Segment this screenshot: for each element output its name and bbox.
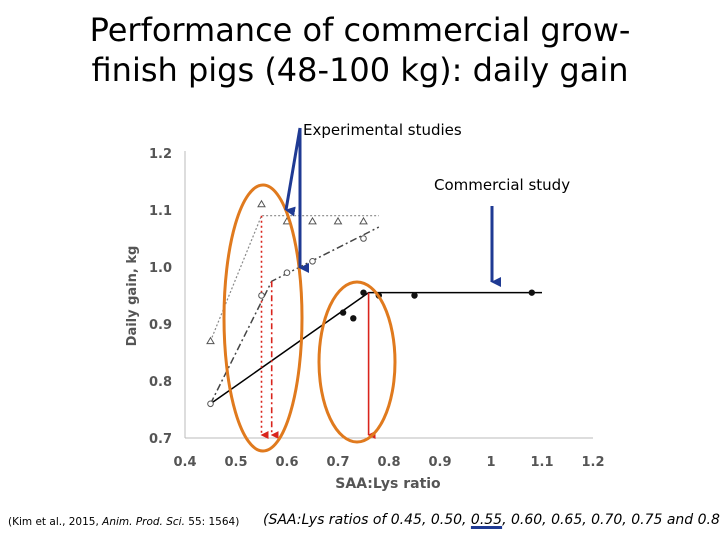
x-tick-label: 0.9 <box>428 455 451 470</box>
x-tick-label: 0.8 <box>377 455 400 470</box>
data-point-open-circle <box>207 400 214 408</box>
x-tick-label: 0.7 <box>326 455 349 470</box>
data-point-open-circle <box>309 258 316 265</box>
citation-suffix: 55: 1564) <box>184 516 240 528</box>
x-tick-label: 1.2 <box>581 455 604 470</box>
x-tick-label: 0.4 <box>173 455 196 470</box>
x-tick-label: 0.5 <box>224 455 247 470</box>
data-point-open-circle <box>360 235 367 242</box>
y-tick-label: 0.8 <box>149 375 172 390</box>
x-tick-label: 0.6 <box>275 455 298 470</box>
citation-journal: Anim. Prod. Sci. <box>102 516 185 528</box>
data-point-filled-circle <box>360 289 367 296</box>
commercial-study-label: Commercial study <box>434 176 571 194</box>
data-point-filled-circle <box>411 292 418 299</box>
fit-line-series-3 <box>210 291 542 405</box>
note-highlight: 0.55 <box>470 512 503 528</box>
data-point-open-circle <box>258 292 265 299</box>
y-tick-label: 1.0 <box>149 261 172 276</box>
experimental-pointer-arrow-1 <box>284 127 302 217</box>
data-point-triangle <box>333 216 343 225</box>
y-tick-label: 0.7 <box>149 432 172 447</box>
experimental-studies-label: Experimental studies <box>303 121 462 139</box>
note-prefix: (SAA:Lys ratios of 0.45, 0.50, <box>263 512 471 528</box>
page-title: Performance of commercial grow- finish p… <box>0 10 720 90</box>
title-line-1: Performance of commercial grow- <box>89 11 631 49</box>
note-suffix: , 0.60, 0.65, 0.70, 0.75 and 0.80) <box>502 512 720 528</box>
data-point-filled-circle <box>528 289 535 296</box>
y-tick-label: 0.9 <box>149 318 172 333</box>
fit-line-series-1 <box>209 215 379 342</box>
y-tick-label: 1.1 <box>149 204 172 219</box>
experimental-ellipse <box>222 183 304 453</box>
citation: (Kim et al., 2015, Anim. Prod. Sci. 55: … <box>8 516 239 528</box>
y-tick-label: 1.2 <box>149 147 172 162</box>
title-line-2: finish pigs (48-100 kg): daily gain <box>91 51 629 89</box>
data-point-triangle <box>206 336 215 345</box>
x-tick-label: 1.1 <box>530 455 553 470</box>
data-point-open-circle <box>283 269 291 277</box>
x-tick-label: 1 <box>486 455 495 470</box>
citation-prefix: (Kim et al., 2015, <box>8 516 103 528</box>
data-point-triangle <box>308 216 317 225</box>
ratio-note: (SAA:Lys ratios of 0.45, 0.50, 0.55, 0.6… <box>263 512 720 528</box>
data-point-triangle <box>257 199 266 208</box>
commercial-ellipse <box>317 280 397 444</box>
data-point-filled-circle <box>350 315 357 322</box>
data-point-triangle <box>359 216 368 225</box>
x-axis-label: SAA:Lys ratio <box>335 476 441 492</box>
data-point-filled-circle <box>339 309 347 316</box>
y-axis-label: Daily gain, kg <box>125 246 140 347</box>
